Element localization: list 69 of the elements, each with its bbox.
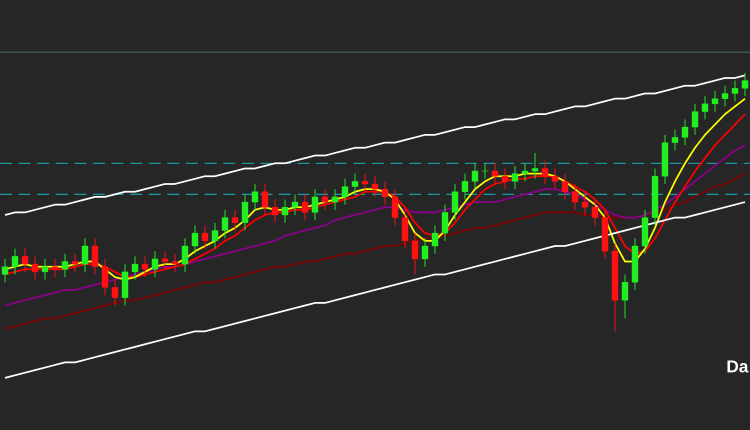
candlestick bbox=[432, 224, 438, 254]
candlestick bbox=[462, 173, 468, 200]
candlestick bbox=[82, 238, 88, 272]
candlestick bbox=[742, 72, 748, 97]
candlestick bbox=[232, 209, 238, 231]
candlestick bbox=[282, 199, 288, 224]
candlestick bbox=[562, 173, 568, 200]
text: Da bbox=[727, 360, 749, 372]
candlestick bbox=[722, 85, 728, 107]
candlestick bbox=[302, 194, 308, 221]
candlestick bbox=[222, 209, 228, 239]
candlestick bbox=[672, 129, 678, 151]
candlestick bbox=[212, 222, 218, 250]
candlestick bbox=[72, 253, 78, 272]
candlestick bbox=[382, 180, 388, 206]
candlestick bbox=[312, 188, 318, 221]
candlestick bbox=[162, 250, 168, 270]
candlestick bbox=[52, 258, 58, 278]
candlestick bbox=[512, 165, 518, 190]
candlestick bbox=[332, 188, 338, 210]
candlestick bbox=[292, 194, 298, 216]
candlestick bbox=[192, 224, 198, 254]
candlestick bbox=[472, 162, 478, 190]
candlestick bbox=[452, 184, 458, 221]
candlestick bbox=[242, 194, 248, 231]
candlestick bbox=[732, 80, 738, 102]
candlestick bbox=[542, 160, 548, 184]
candlestick bbox=[692, 103, 698, 136]
candlestick bbox=[402, 209, 408, 250]
candlestick bbox=[12, 248, 18, 275]
candlestick bbox=[92, 238, 98, 275]
candlestick bbox=[442, 204, 448, 242]
candlestick bbox=[172, 253, 178, 272]
candlestick bbox=[622, 274, 628, 319]
candlestick bbox=[592, 199, 598, 226]
candlestick bbox=[342, 178, 348, 206]
candlestick bbox=[62, 253, 68, 278]
candlestick bbox=[412, 232, 418, 275]
candlestick bbox=[22, 248, 28, 272]
candlestick bbox=[112, 279, 118, 306]
candlestick bbox=[102, 258, 108, 296]
candlestick bbox=[352, 173, 358, 195]
candlestick bbox=[372, 176, 378, 198]
candlestick bbox=[492, 162, 498, 184]
candlestick bbox=[392, 188, 398, 226]
candlestick bbox=[572, 184, 578, 210]
candlestick bbox=[482, 162, 488, 180]
candlestick bbox=[182, 238, 188, 272]
candlestick bbox=[152, 250, 158, 278]
candlestick bbox=[362, 173, 368, 192]
candlestick bbox=[262, 184, 268, 216]
candlestick bbox=[252, 184, 258, 210]
candlestick bbox=[702, 96, 708, 120]
candlestick bbox=[712, 90, 718, 112]
candlestick bbox=[522, 162, 528, 182]
candlestick bbox=[142, 256, 148, 278]
candlestick bbox=[32, 256, 38, 280]
candlestick bbox=[422, 238, 428, 268]
candlestick bbox=[2, 258, 8, 283]
candlestick bbox=[132, 256, 138, 280]
candlestick bbox=[532, 152, 538, 180]
candlestick bbox=[42, 258, 48, 280]
candlestick bbox=[582, 194, 588, 216]
candlestick bbox=[682, 118, 688, 146]
candlestick bbox=[502, 168, 508, 190]
candlestick bbox=[272, 199, 278, 224]
candlestick bbox=[322, 188, 328, 210]
candlestick bbox=[202, 224, 208, 250]
candlestick bbox=[552, 168, 558, 190]
